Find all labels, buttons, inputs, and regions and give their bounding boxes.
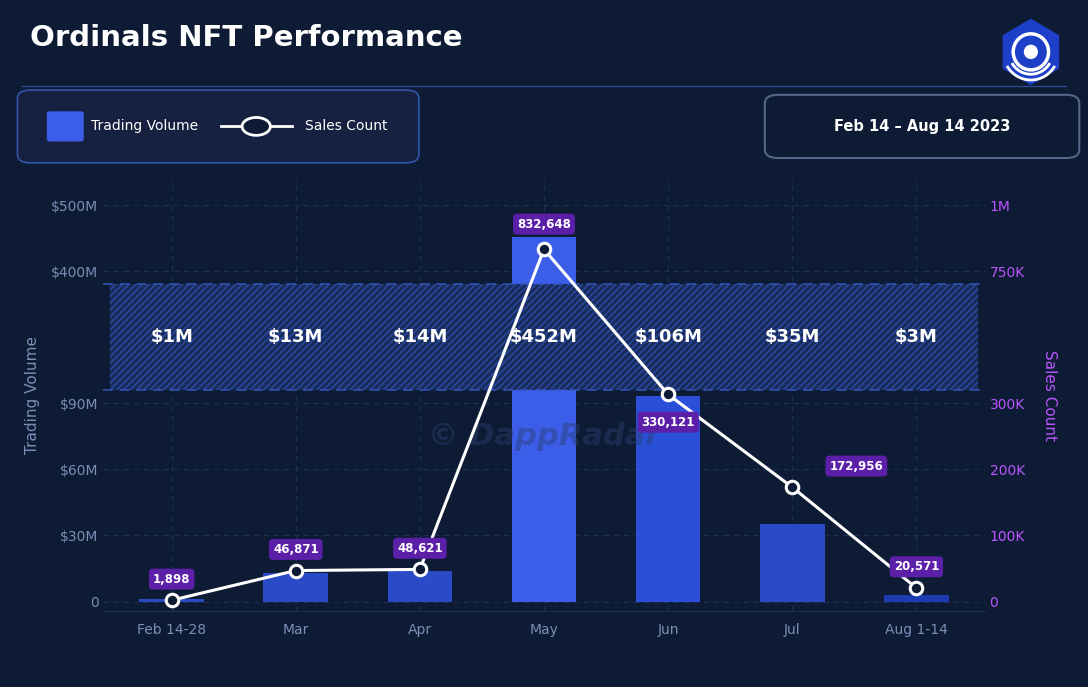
Text: Trading Volume: Trading Volume — [91, 120, 198, 133]
Text: 48,621: 48,621 — [397, 542, 443, 554]
Text: $35M: $35M — [765, 328, 820, 346]
Text: $13M: $13M — [268, 328, 323, 346]
Bar — [635, 396, 701, 602]
Bar — [511, 237, 577, 602]
Bar — [885, 595, 949, 602]
Text: Feb 14 – Aug 14 2023: Feb 14 – Aug 14 2023 — [833, 119, 1011, 134]
Bar — [387, 571, 453, 602]
Text: $3M: $3M — [895, 328, 938, 346]
Bar — [263, 573, 327, 602]
Text: Sales Count: Sales Count — [305, 120, 387, 133]
Bar — [139, 599, 203, 602]
Text: $106M: $106M — [634, 328, 702, 346]
Text: $14M: $14M — [392, 328, 447, 346]
Text: 1,898: 1,898 — [153, 573, 190, 585]
Text: Ordinals NFT Performance: Ordinals NFT Performance — [30, 24, 463, 52]
Text: © DappRadar: © DappRadar — [428, 422, 660, 451]
Bar — [761, 524, 825, 602]
Text: $452M: $452M — [510, 328, 578, 346]
Bar — [110, 284, 978, 390]
Circle shape — [1024, 45, 1038, 59]
Text: 832,648: 832,648 — [517, 218, 571, 231]
Text: 330,121: 330,121 — [642, 416, 695, 429]
Text: 46,871: 46,871 — [273, 543, 319, 556]
Y-axis label: Sales Count: Sales Count — [1041, 350, 1056, 440]
Text: 172,956: 172,956 — [829, 460, 883, 473]
Text: 20,571: 20,571 — [893, 561, 939, 573]
Polygon shape — [1003, 19, 1059, 85]
Text: $1M: $1M — [150, 328, 193, 346]
Y-axis label: Trading Volume: Trading Volume — [25, 336, 40, 454]
